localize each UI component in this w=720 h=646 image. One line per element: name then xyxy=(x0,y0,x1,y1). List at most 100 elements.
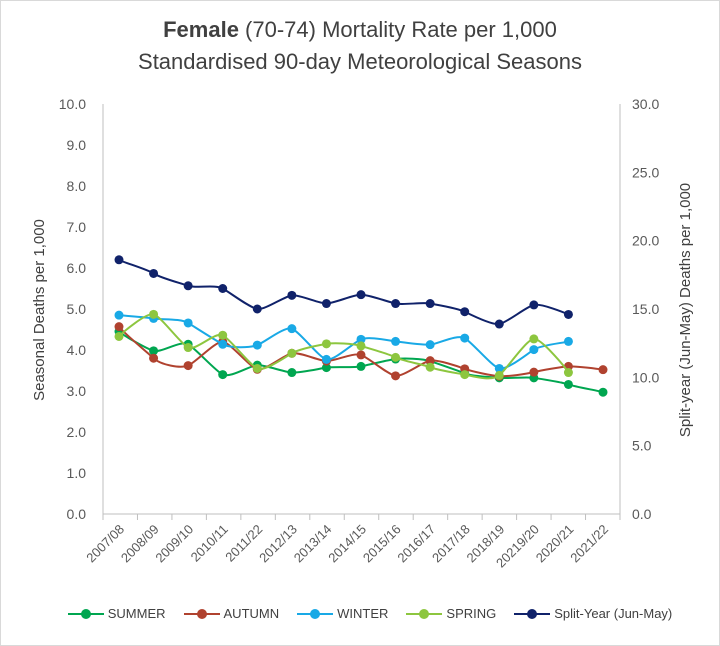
y-tick-label: 0.0 xyxy=(67,506,87,522)
data-point-autumn xyxy=(529,367,539,377)
data-point-split-year-jun-may xyxy=(321,299,331,309)
chart-title: Female (70-74) Mortality Rate per 1,000 … xyxy=(0,14,720,78)
chart-title-bold: Female xyxy=(163,17,239,42)
legend-label: SUMMER xyxy=(107,606,166,621)
data-point-spring xyxy=(391,352,401,362)
data-point-summer xyxy=(218,370,228,380)
y2-tick-label: 25.0 xyxy=(632,164,659,180)
y2-tick-label: 15.0 xyxy=(632,301,659,317)
legend-item-summer: SUMMER xyxy=(67,606,166,621)
data-point-spring xyxy=(529,334,539,344)
legend-item-autumn: AUTUMN xyxy=(183,606,280,621)
data-point-split-year-jun-may xyxy=(391,299,401,309)
y-tick-label: 4.0 xyxy=(67,342,87,358)
data-point-autumn xyxy=(183,361,193,371)
data-point-split-year-jun-may xyxy=(460,307,470,317)
legend-swatch xyxy=(297,608,334,620)
legend-swatch xyxy=(67,608,104,620)
data-point-summer xyxy=(356,361,366,371)
y2-tick-label: 0.0 xyxy=(632,506,652,522)
data-point-spring xyxy=(460,370,470,380)
data-point-spring xyxy=(425,362,435,372)
data-point-winter xyxy=(563,336,573,346)
y-tick-label: 5.0 xyxy=(67,301,87,317)
y2-tick-label: 10.0 xyxy=(632,369,659,385)
x-tick-label: 2009/10 xyxy=(152,522,196,566)
data-point-winter xyxy=(183,318,193,328)
data-point-summer xyxy=(287,368,297,378)
chart-title-line2: Standardised 90-day Meteorological Seaso… xyxy=(138,49,582,74)
data-point-winter xyxy=(460,333,470,343)
chart-legend: SUMMER AUTUMN WINTER SPRING Split-Year (Jun-… xyxy=(30,606,710,621)
data-point-split-year-jun-may xyxy=(425,299,435,309)
data-point-winter xyxy=(356,334,366,344)
legend-item-spring: SPRING xyxy=(406,606,496,621)
legend-label: Split-Year (Jun-May) xyxy=(554,606,673,621)
data-point-winter xyxy=(218,339,228,349)
data-point-winter xyxy=(494,363,504,373)
data-point-split-year-jun-may xyxy=(356,290,366,300)
legend-label: AUTUMN xyxy=(223,606,280,621)
data-point-autumn xyxy=(425,356,435,366)
legend-item-winter: WINTER xyxy=(297,606,388,621)
chart-title-line1: (70-74) Mortality Rate per 1,000 xyxy=(238,17,557,42)
data-point-winter xyxy=(529,345,539,355)
data-point-winter xyxy=(114,310,124,320)
data-point-spring xyxy=(356,341,366,351)
data-point-spring xyxy=(252,363,262,373)
data-point-winter xyxy=(391,336,401,346)
data-point-autumn xyxy=(356,350,366,360)
legend-label: SPRING xyxy=(446,606,497,621)
data-point-spring xyxy=(218,330,228,340)
data-point-split-year-jun-may xyxy=(218,284,228,293)
y2-tick-label: 30.0 xyxy=(632,96,659,112)
data-point-winter xyxy=(321,354,331,364)
series-line-split-year-jun-may xyxy=(118,258,569,326)
data-point-autumn xyxy=(149,353,159,363)
data-point-winter xyxy=(252,340,262,350)
data-point-split-year-jun-may xyxy=(183,281,193,291)
data-point-spring xyxy=(563,368,573,378)
data-point-spring xyxy=(494,370,504,380)
legend-swatch xyxy=(406,608,443,620)
legend-swatch xyxy=(183,608,220,620)
data-point-winter xyxy=(425,340,435,350)
data-point-summer xyxy=(321,363,331,373)
legend-swatch xyxy=(514,608,551,620)
y-tick-label: 8.0 xyxy=(67,178,87,194)
x-tick-label: 2021/22 xyxy=(567,522,611,566)
y-tick-label: 2.0 xyxy=(67,424,87,440)
legend-label: WINTER xyxy=(337,606,389,621)
data-point-split-year-jun-may xyxy=(252,304,262,314)
y-tick-label: 9.0 xyxy=(67,137,87,153)
y-tick-label: 1.0 xyxy=(67,465,87,481)
data-point-split-year-jun-may xyxy=(494,319,504,329)
data-point-spring xyxy=(287,348,297,358)
data-point-spring xyxy=(114,331,124,341)
data-point-autumn xyxy=(391,371,401,381)
y2-tick-label: 20.0 xyxy=(632,233,659,249)
data-point-split-year-jun-may xyxy=(287,290,297,300)
y2-axis-title: Split-year (Jun-May) Deaths per 1,000 xyxy=(677,183,694,437)
data-point-spring xyxy=(149,309,159,319)
data-point-autumn xyxy=(114,322,124,332)
y-tick-label: 6.0 xyxy=(67,260,87,276)
data-point-split-year-jun-may xyxy=(563,309,573,319)
data-point-winter xyxy=(287,324,297,334)
y-tick-label: 10.0 xyxy=(59,96,86,112)
data-point-split-year-jun-may xyxy=(114,255,124,265)
data-point-summer xyxy=(563,379,573,389)
y-tick-label: 3.0 xyxy=(67,383,87,399)
y-axis-title: Seasonal Deaths per 1,000 xyxy=(31,219,48,401)
data-point-summer xyxy=(598,387,608,397)
data-point-split-year-jun-may xyxy=(149,268,159,278)
data-point-autumn xyxy=(598,365,608,375)
y-tick-label: 7.0 xyxy=(67,219,87,235)
x-tick-label: 2010/11 xyxy=(188,522,231,565)
legend-item-split-year-jun-may: Split-Year (Jun-May) xyxy=(514,606,672,621)
data-point-summer xyxy=(149,346,159,356)
data-point-spring xyxy=(183,343,193,353)
y2-tick-label: 5.0 xyxy=(632,438,652,454)
data-point-spring xyxy=(321,339,331,349)
